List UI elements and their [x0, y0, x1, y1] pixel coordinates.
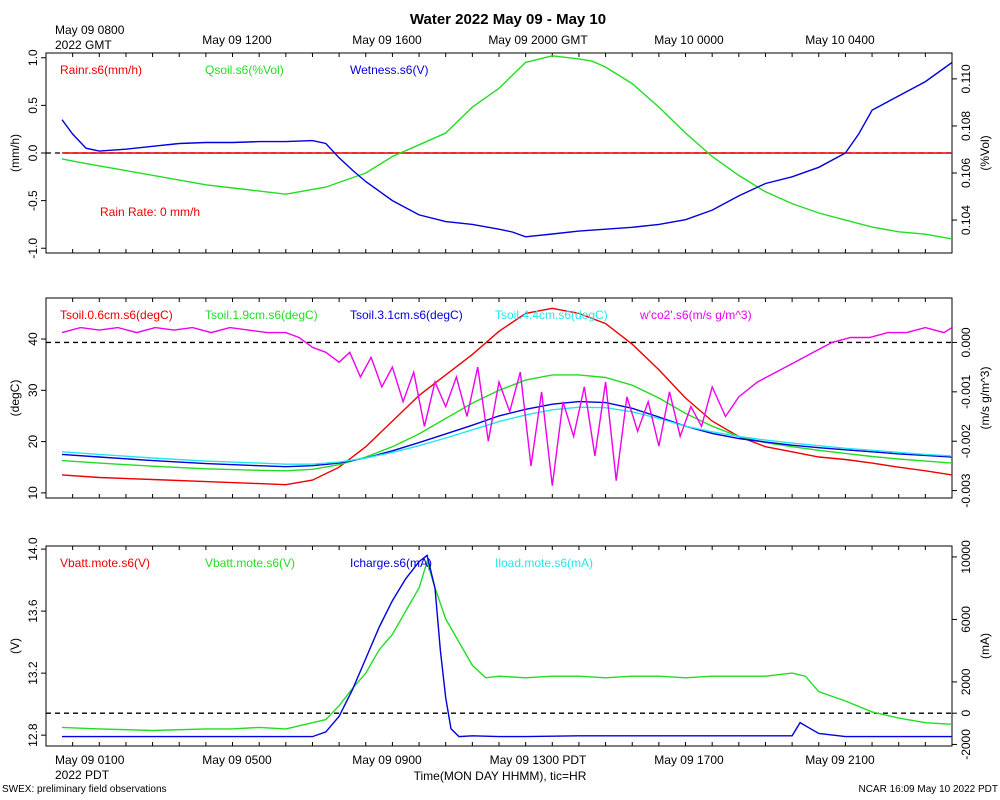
- legend-entry: Vbatt.mote.s6(V): [60, 556, 150, 570]
- bottom-axis-tick-label: May 09 1700: [654, 753, 724, 767]
- right-tick-label: 0.104: [959, 205, 973, 235]
- series-line-cyan: [61, 406, 952, 465]
- right-tick-label: -0.001: [959, 374, 973, 408]
- right-tick-label: 10000: [959, 540, 973, 574]
- series-line-magenta: [61, 326, 952, 486]
- right-tick-label: 2000: [959, 668, 973, 695]
- left-tick-label: 14.0: [26, 537, 40, 561]
- legend-entry: Iload.mote.s6(mA): [495, 556, 593, 570]
- footer-right: NCAR 16:09 May 10 2022 PDT: [858, 784, 998, 795]
- right-axis-label: (m/s g/m^3): [978, 367, 992, 430]
- right-tick-label: 0.110: [959, 64, 973, 93]
- top-panel: -1.0 -0.5 0.0 0.5 1.0 (mm/h) 0.104 0.106 0.108 0.…: [8, 49, 992, 258]
- left-tick-label: -0.5: [26, 190, 40, 211]
- rain-rate-annotation: Rain Rate: 0 mm/h: [100, 205, 200, 219]
- left-tick-label: 1.0: [26, 49, 40, 66]
- legend-entry: Vbatt.mote.s6(V): [205, 556, 295, 570]
- bottom-axis-tick-label: May 09 0900: [352, 753, 422, 767]
- right-axis-label: (mA): [978, 633, 992, 659]
- top-axis-tick-label: May 10 0400: [805, 33, 875, 47]
- series-line-green: [61, 374, 952, 472]
- legend-entry: Qsoil.s6(%Vol): [205, 63, 284, 77]
- top-axis-tick-label: May 09 2000 GMT: [488, 33, 588, 47]
- x-axis-label: Time(MON DAY HHMM), tic=HR: [414, 769, 587, 783]
- top-axis-start-line2: 2022 GMT: [55, 38, 112, 52]
- left-tick-label: 10: [26, 486, 40, 500]
- bottom-axis-start-line2: 2022 PDT: [55, 768, 110, 782]
- series-line-red: [61, 307, 952, 486]
- top-axis-tick-label: May 09 1600: [352, 33, 422, 47]
- left-axis-label: (V): [8, 638, 22, 654]
- right-tick-label: -2000: [959, 729, 973, 760]
- right-tick-label: 0.108: [959, 111, 973, 141]
- bottom-plot-frame: [45, 545, 953, 747]
- top-axis-tick-label: May 09 1200: [202, 33, 272, 47]
- middle-panel: 10 20 30 40 (degC) -0.003 -0.002 -0.001 0.000 (m/…: [8, 297, 992, 508]
- left-tick-label: -1.0: [26, 238, 40, 259]
- legend-entry: Tsoil.4.4cm.s6(degC): [495, 308, 608, 322]
- right-tick-label: 0.000: [959, 327, 973, 357]
- left-tick-label: 13.6: [26, 599, 40, 623]
- left-tick-label: 0.0: [26, 144, 40, 161]
- legend-entry: Tsoil.0.6cm.s6(degC): [60, 308, 173, 322]
- right-tick-label: -0.002: [959, 424, 973, 458]
- series-line-green: [61, 559, 952, 732]
- footer-left: SWEX: preliminary field observations: [2, 784, 167, 795]
- series-line-green: [61, 55, 952, 240]
- right-tick-label: 6000: [959, 606, 973, 633]
- right-tick-label: 0.106: [959, 158, 973, 188]
- legend-entry: Rainr.s6(mm/h): [60, 63, 142, 77]
- left-tick-label: 20: [26, 435, 40, 449]
- left-tick-label: 40: [26, 332, 40, 346]
- right-axis-label: (%Vol): [978, 135, 992, 170]
- legend-entry: w'co2'.s6(m/s g/m^3): [639, 308, 752, 322]
- legend-entry: Icharge.s6(mA): [350, 556, 432, 570]
- bottom-panel: 12.8 13.2 13.6 14.0 (V) -2000 0 2000 6000 10000 (m…: [8, 537, 992, 760]
- series-line-blue: [61, 61, 952, 238]
- legend-entry: Wetness.s6(V): [350, 63, 428, 77]
- series-line-blue: [61, 400, 952, 468]
- series-line-blue: [62, 554, 952, 738]
- left-axis-label: (mm/h): [8, 134, 22, 172]
- left-axis-label: (degC): [8, 380, 22, 417]
- left-tick-label: 12.8: [26, 723, 40, 747]
- left-tick-label: 30: [26, 383, 40, 397]
- bottom-axis-tick-label: May 09 0500: [202, 753, 272, 767]
- chart-title: Water 2022 May 09 - May 10: [410, 11, 606, 28]
- bottom-axis-tick-label: May 09 1300 PDT: [490, 753, 587, 767]
- legend-entry: Tsoil.1.9cm.s6(degC): [205, 308, 318, 322]
- top-axis-start-line1: May 09 0800: [55, 23, 125, 37]
- left-tick-label: 13.2: [26, 661, 40, 685]
- right-tick-label: -0.003: [959, 473, 973, 507]
- right-tick-label: 0: [959, 710, 973, 717]
- top-axis-tick-label: May 10 0000: [654, 33, 724, 47]
- bottom-axis-tick-label: May 09 2100: [805, 753, 875, 767]
- bottom-axis-start-line1: May 09 0100: [55, 753, 125, 767]
- left-tick-label: 0.5: [26, 97, 40, 114]
- legend-entry: Tsoil.3.1cm.s6(degC): [350, 308, 463, 322]
